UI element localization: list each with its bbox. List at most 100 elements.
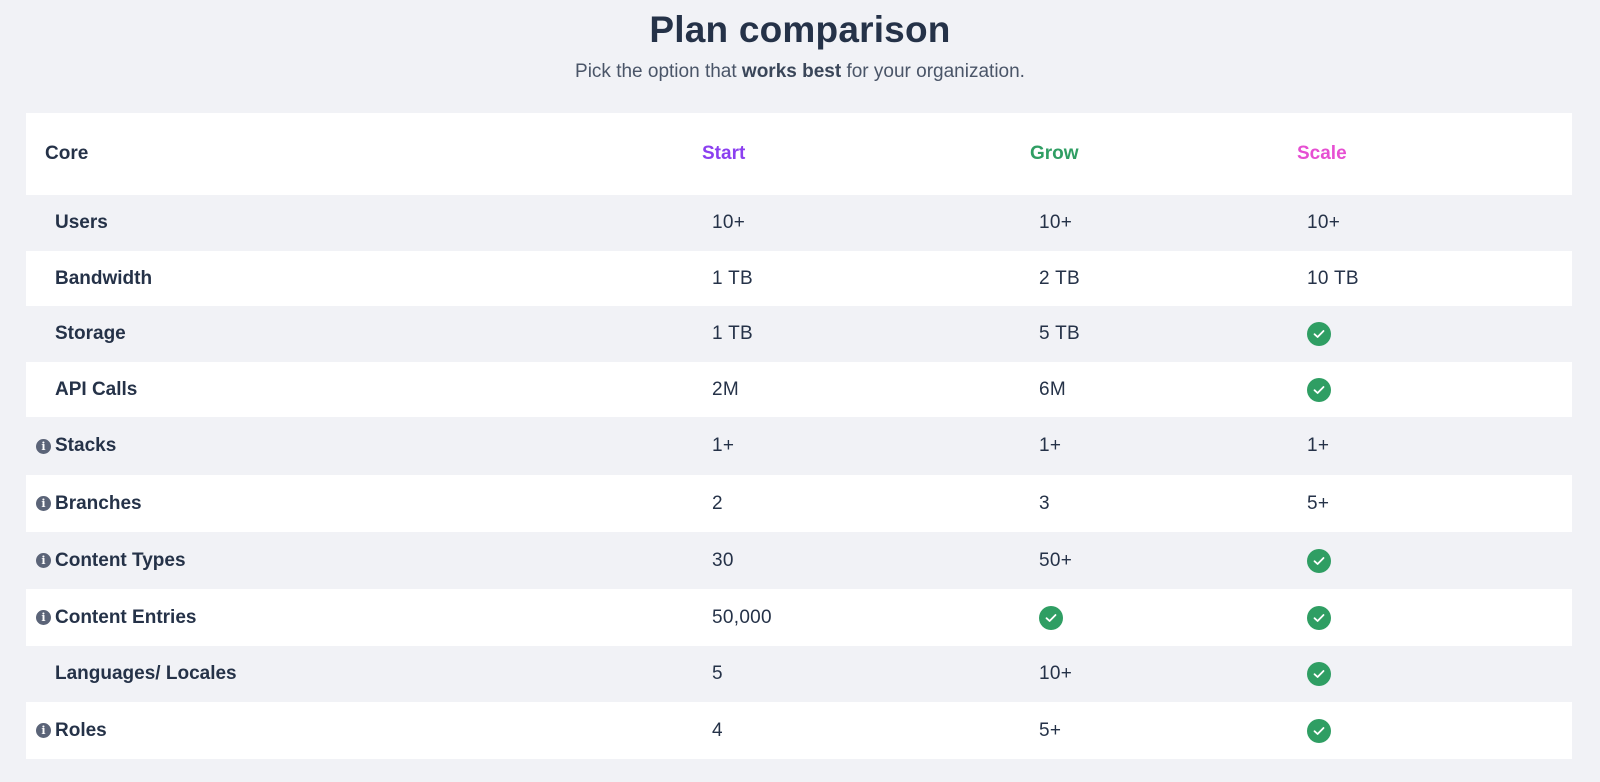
value-cell-start: 4 <box>712 702 1012 759</box>
feature-label: Content Types <box>55 549 186 571</box>
value-text: 10+ <box>1039 212 1073 233</box>
feature-label: Content Entries <box>55 606 197 628</box>
value-cell-scale: 10 TB <box>1307 251 1567 306</box>
value-cell-scale <box>1307 646 1567 702</box>
plan-comparison-table: Core Start Grow Scale Users 10+ 10+ 10+ Band… <box>26 113 1572 759</box>
value-cell-start: 5 <box>712 646 1012 702</box>
section-label: Core <box>45 143 89 164</box>
feature-label: Languages/ Locales <box>55 663 237 684</box>
table-header-row: Core Start Grow Scale <box>26 113 1572 195</box>
check-icon <box>1307 548 1331 573</box>
value-cell-start: 10+ <box>712 195 1012 251</box>
value-text: 10 TB <box>1307 267 1359 289</box>
table-row: Bandwidth 1 TB 2 TB 10 TB <box>26 251 1572 306</box>
info-icon[interactable]: i <box>36 553 51 568</box>
value-cell-scale <box>1307 702 1567 759</box>
value-cell-grow: 6M <box>1039 362 1299 417</box>
value-cell-start: 2 <box>712 475 1012 532</box>
plan-name-grow: Grow <box>1030 143 1079 164</box>
feature-cell: i Branches <box>26 475 686 532</box>
value-cell-scale: 5+ <box>1307 475 1567 532</box>
value-cell-grow: 50+ <box>1039 532 1299 589</box>
feature-label: API Calls <box>55 378 138 400</box>
feature-cell: Languages/ Locales <box>26 646 686 702</box>
value-text: 5+ <box>1039 719 1062 741</box>
value-cell-grow <box>1039 589 1299 646</box>
value-cell-grow: 10+ <box>1039 646 1299 702</box>
feature-label: Storage <box>55 323 126 344</box>
value-text: 2 TB <box>1039 267 1080 289</box>
info-icon[interactable]: i <box>36 610 51 625</box>
check-icon <box>1307 662 1331 686</box>
page-title: Plan comparison <box>649 9 951 50</box>
check-icon <box>1307 718 1331 743</box>
value-text: 1 TB <box>712 323 753 344</box>
page-subtitle: Pick the option that works best for your… <box>0 60 1600 84</box>
value-text: 1+ <box>1307 435 1330 456</box>
value-cell-start: 1 TB <box>712 306 1012 362</box>
table-row: i Branches 2 3 5+ <box>26 475 1572 532</box>
feature-cell: Bandwidth <box>26 251 686 306</box>
check-icon <box>1307 322 1331 346</box>
info-icon-wrap[interactable]: i <box>36 532 51 589</box>
value-cell-start: 1 TB <box>712 251 1012 306</box>
feature-cell: API Calls <box>26 362 686 417</box>
value-cell-scale <box>1307 532 1567 589</box>
table-row: API Calls 2M 6M <box>26 362 1572 417</box>
value-text: 10+ <box>1039 663 1073 684</box>
info-icon[interactable]: i <box>36 438 51 454</box>
value-cell-grow: 3 <box>1039 475 1299 532</box>
feature-label: Roles <box>55 719 107 741</box>
value-text: 10+ <box>1307 212 1341 233</box>
info-icon-wrap[interactable]: i <box>36 475 51 532</box>
feature-cell: i Content Types <box>26 532 686 589</box>
value-cell-grow: 10+ <box>1039 195 1299 251</box>
value-cell-scale: 10+ <box>1307 195 1567 251</box>
value-cell-scale <box>1307 362 1567 417</box>
info-icon-wrap[interactable]: i <box>36 417 51 475</box>
check-icon <box>1307 377 1331 402</box>
table-row: Languages/ Locales 5 10+ <box>26 646 1572 702</box>
check-icon <box>1307 605 1331 630</box>
feature-label: Users <box>55 212 108 233</box>
value-text: 2 <box>712 492 723 514</box>
value-cell-start: 50,000 <box>712 589 1012 646</box>
plan-scale-header: Scale <box>1297 113 1557 195</box>
value-text: 5 <box>712 663 723 684</box>
value-text: 50,000 <box>712 606 772 628</box>
value-text: 5 TB <box>1039 323 1080 344</box>
value-text: 5+ <box>1307 492 1330 514</box>
value-cell-grow: 2 TB <box>1039 251 1299 306</box>
feature-cell: i Stacks <box>26 417 686 475</box>
feature-cell: Users <box>26 195 686 251</box>
plan-grow-header: Grow <box>1030 113 1290 195</box>
value-text: 10+ <box>712 212 746 233</box>
plan-name-start: Start <box>702 143 746 164</box>
value-cell-grow: 1+ <box>1039 417 1299 475</box>
feature-cell: Storage <box>26 306 686 362</box>
table-row: i Content Types 30 50+ <box>26 532 1572 589</box>
table-row: Users 10+ 10+ 10+ <box>26 195 1572 251</box>
subtitle-emphasis: works best <box>741 61 842 82</box>
feature-label: Stacks <box>55 435 117 456</box>
plan-name-scale: Scale <box>1297 143 1347 164</box>
table-row: i Content Entries 50,000 <box>26 589 1572 646</box>
info-icon-wrap[interactable]: i <box>36 702 51 759</box>
value-cell-grow: 5+ <box>1039 702 1299 759</box>
info-icon[interactable]: i <box>36 723 51 738</box>
value-text: 3 <box>1039 492 1050 514</box>
value-text: 1+ <box>712 435 735 456</box>
value-text: 2M <box>712 378 739 400</box>
value-cell-grow: 5 TB <box>1039 306 1299 362</box>
feature-label: Branches <box>55 492 142 514</box>
value-cell-start: 2M <box>712 362 1012 417</box>
value-text: 50+ <box>1039 549 1073 571</box>
value-cell-scale <box>1307 589 1567 646</box>
check-icon <box>1039 605 1063 630</box>
value-cell-scale <box>1307 306 1567 362</box>
plan-start-header: Start <box>702 113 1002 195</box>
value-cell-start: 1+ <box>712 417 1012 475</box>
info-icon[interactable]: i <box>36 496 51 511</box>
info-icon-wrap[interactable]: i <box>36 589 51 646</box>
value-text: 30 <box>712 549 734 571</box>
